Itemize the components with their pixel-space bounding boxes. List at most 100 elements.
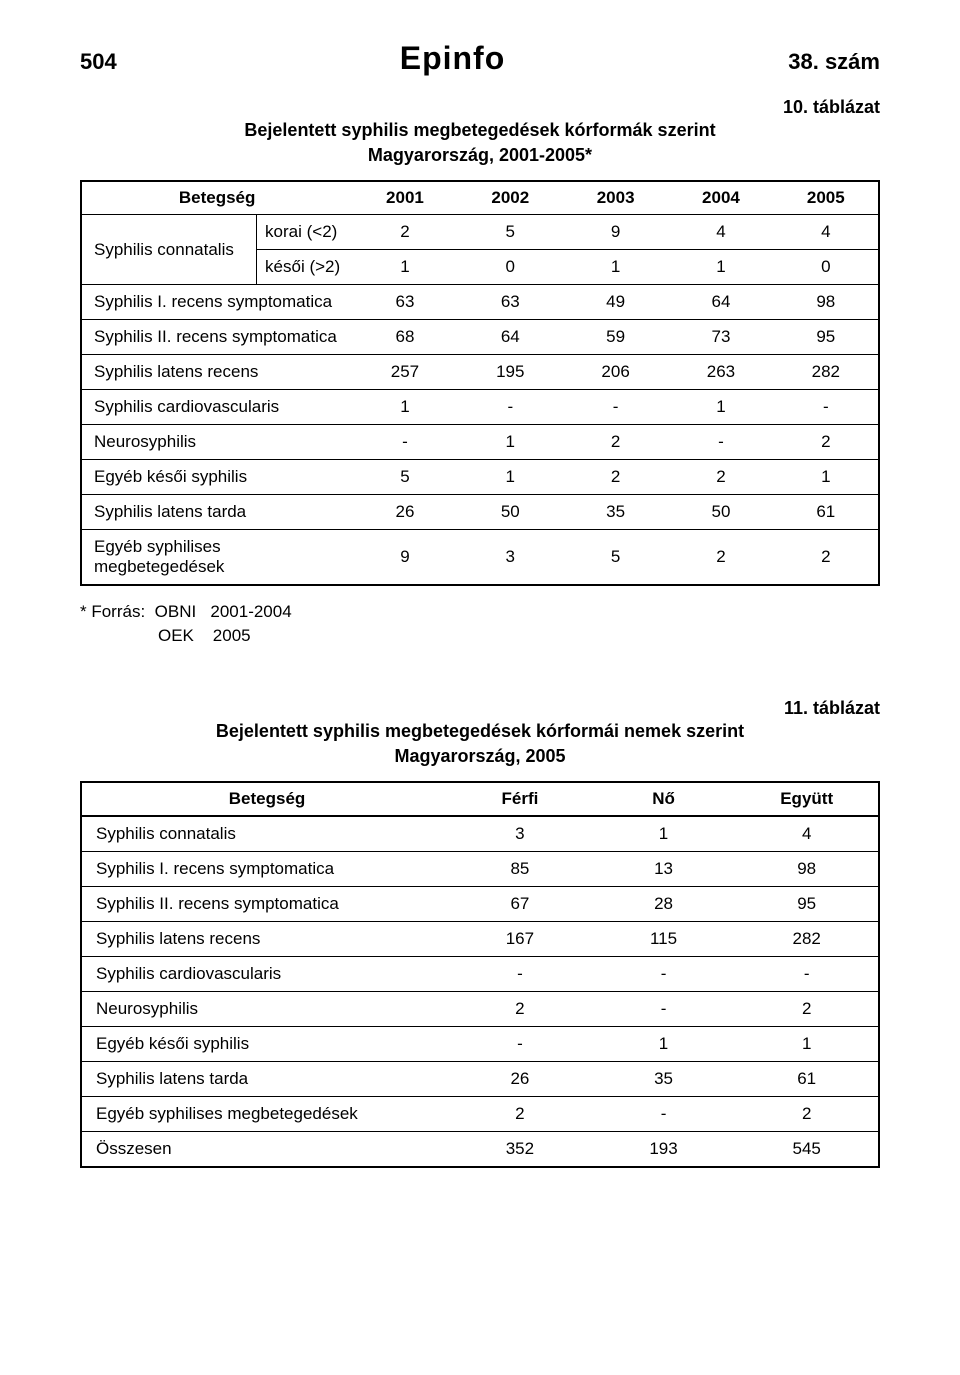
table2-row: Neurosyphilis 2 - 2 <box>81 992 879 1027</box>
table2-total-cell: 545 <box>735 1132 879 1168</box>
table1-cell: 98 <box>774 285 879 320</box>
table1-title-line2: Magyarország, 2001-2005* <box>368 145 592 165</box>
table1-cell: 4 <box>774 215 879 250</box>
table2-total-label: Összesen <box>81 1132 448 1168</box>
table2-header-row: Betegség Férfi Nő Együtt <box>81 782 879 816</box>
table1-row: Egyéb syphilises megbetegedések 9 3 5 2 … <box>81 530 879 586</box>
brand-title: Epinfo <box>400 40 506 77</box>
table1-cell: 63 <box>458 285 563 320</box>
table2-rowlabel: Syphilis connatalis <box>81 816 448 852</box>
table2-cell: 1 <box>592 816 736 852</box>
table1-row: Syphilis II. recens symptomatica 68 64 5… <box>81 320 879 355</box>
table1-row: Syphilis cardiovascularis 1 - - 1 - <box>81 390 879 425</box>
table1-cell: 5 <box>563 530 668 586</box>
table1-label: 10. táblázat <box>80 97 880 118</box>
table1-cell: 2 <box>668 530 773 586</box>
table1-cell: 282 <box>774 355 879 390</box>
table1-cell: - <box>668 425 773 460</box>
table2-cell: 95 <box>735 887 879 922</box>
table1-cell: 4 <box>668 215 773 250</box>
table1-cell: 2 <box>774 425 879 460</box>
table2-cell: 61 <box>735 1062 879 1097</box>
table2-total-cell: 193 <box>592 1132 736 1168</box>
page-header: 504 Epinfo 38. szám <box>80 40 880 77</box>
table1-cell: 1 <box>668 250 773 285</box>
table1-cell: 64 <box>668 285 773 320</box>
table2-cell: - <box>448 957 592 992</box>
table1-cell: 68 <box>352 320 457 355</box>
table2: Betegség Férfi Nő Együtt Syphilis connat… <box>80 781 880 1168</box>
table1-row: Neurosyphilis - 1 2 - 2 <box>81 425 879 460</box>
table1-cell: 2 <box>563 460 668 495</box>
table2-cell: 2 <box>448 992 592 1027</box>
table2-cell: - <box>448 1027 592 1062</box>
table1-row: Syphilis I. recens symptomatica 63 63 49… <box>81 285 879 320</box>
table2-row: Syphilis II. recens symptomatica 67 28 9… <box>81 887 879 922</box>
table2-rowlabel: Egyéb késői syphilis <box>81 1027 448 1062</box>
table1-cell: 195 <box>458 355 563 390</box>
table1-group0-sublabel: korai (<2) <box>257 215 353 250</box>
table1-group-row-0: Syphilis connatalis korai (<2) 2 5 9 4 4 <box>81 215 879 250</box>
table1-cell: 206 <box>563 355 668 390</box>
table2-cell: 115 <box>592 922 736 957</box>
table1-cell: 61 <box>774 495 879 530</box>
table2-cell: - <box>592 957 736 992</box>
table1-cell: 63 <box>352 285 457 320</box>
table2-cell: 13 <box>592 852 736 887</box>
table2-cell: 28 <box>592 887 736 922</box>
table1-rowlabel: Syphilis latens tarda <box>81 495 352 530</box>
table2-label: 11. táblázat <box>80 698 880 719</box>
table1-cell: 50 <box>458 495 563 530</box>
table2-col-betegseg: Betegség <box>81 782 448 816</box>
spacer <box>80 648 880 698</box>
table1-cell: 5 <box>458 215 563 250</box>
table1-col-2002: 2002 <box>458 181 563 215</box>
table1-cell: 1 <box>563 250 668 285</box>
source-label: * Forrás: <box>80 602 145 621</box>
table1-col-2001: 2001 <box>352 181 457 215</box>
source-line2: OEK 2005 <box>158 624 251 648</box>
table1-cell: - <box>563 390 668 425</box>
table1-cell: 26 <box>352 495 457 530</box>
table1-cell: 2 <box>668 460 773 495</box>
table2-cell: 1 <box>735 1027 879 1062</box>
table1-cell: 1 <box>458 460 563 495</box>
table1-cell: 1 <box>352 390 457 425</box>
page-number-left: 504 <box>80 49 117 75</box>
table1-cell: 3 <box>458 530 563 586</box>
table1-cell: 1 <box>458 425 563 460</box>
table1-cell: 9 <box>563 215 668 250</box>
table1-cell: 257 <box>352 355 457 390</box>
table2-cell: 85 <box>448 852 592 887</box>
table1-col-2005: 2005 <box>774 181 879 215</box>
table1-cell: 95 <box>774 320 879 355</box>
table2-cell: 35 <box>592 1062 736 1097</box>
table2-rowlabel: Syphilis cardiovascularis <box>81 957 448 992</box>
table1-cell: 64 <box>458 320 563 355</box>
table1-cell: 2 <box>352 215 457 250</box>
table1-cell: 2 <box>774 530 879 586</box>
table2-cell: 26 <box>448 1062 592 1097</box>
table1-rowlabel: Syphilis cardiovascularis <box>81 390 352 425</box>
table1-cell: 9 <box>352 530 457 586</box>
table2-cell: - <box>592 1097 736 1132</box>
table2-cell: 1 <box>592 1027 736 1062</box>
table1-rowlabel: Egyéb késői syphilis <box>81 460 352 495</box>
table2-row: Egyéb késői syphilis - 1 1 <box>81 1027 879 1062</box>
table2-total-cell: 352 <box>448 1132 592 1168</box>
table2-total-row: Összesen 352 193 545 <box>81 1132 879 1168</box>
table1-title-line1: Bejelentett syphilis megbetegedések kórf… <box>244 120 715 140</box>
table2-rowlabel: Egyéb syphilises megbetegedések <box>81 1097 448 1132</box>
table1-row: Syphilis latens recens 257 195 206 263 2… <box>81 355 879 390</box>
table1-cell: 49 <box>563 285 668 320</box>
table2-row: Syphilis connatalis 3 1 4 <box>81 816 879 852</box>
table1-cell: 263 <box>668 355 773 390</box>
table1-col-2004: 2004 <box>668 181 773 215</box>
table1-cell: 1 <box>668 390 773 425</box>
table2-title-line1: Bejelentett syphilis megbetegedések kórf… <box>216 721 744 741</box>
table1-rowlabel: Syphilis II. recens symptomatica <box>81 320 352 355</box>
table1-cell: 0 <box>774 250 879 285</box>
table1-cell: - <box>774 390 879 425</box>
table1-cell: 0 <box>458 250 563 285</box>
table2-rowlabel: Neurosyphilis <box>81 992 448 1027</box>
